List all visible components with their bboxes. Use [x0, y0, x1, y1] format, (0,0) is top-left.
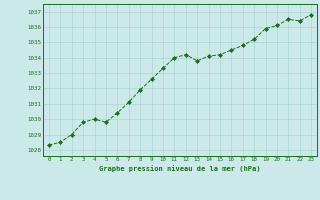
X-axis label: Graphe pression niveau de la mer (hPa): Graphe pression niveau de la mer (hPa): [99, 165, 261, 172]
